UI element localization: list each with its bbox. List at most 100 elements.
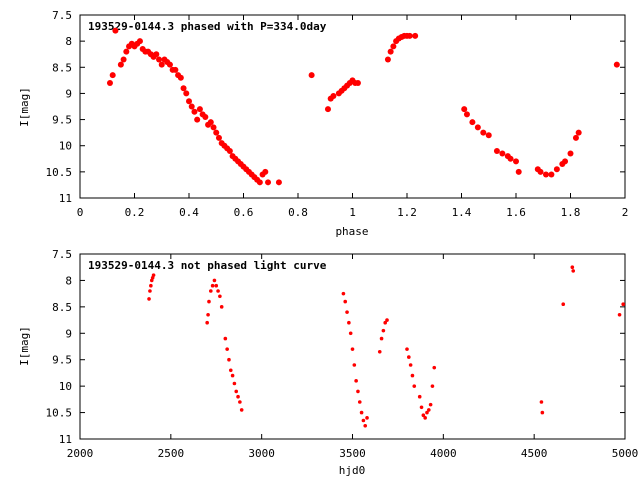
- data-point: [228, 368, 233, 373]
- y-axis-label: I[mag]: [18, 87, 31, 127]
- data-point: [430, 384, 435, 388]
- data-point: [186, 98, 192, 105]
- data-point: [379, 336, 384, 341]
- y-tick-label: 10: [59, 140, 72, 153]
- data-point: [356, 389, 360, 394]
- x-tick-label: 0.2: [125, 206, 145, 219]
- y-tick-label: 8.5: [52, 61, 72, 74]
- data-point: [123, 48, 130, 55]
- data-point: [408, 363, 413, 367]
- x-tick-label: 1.8: [561, 206, 581, 219]
- unphased-light-curve-panel: 193529-0144.3 not phased light curve hjd…: [18, 248, 638, 477]
- data-point: [149, 283, 153, 288]
- data-point: [383, 320, 388, 325]
- data-point: [406, 32, 413, 39]
- x-axis-label: hjd0: [339, 464, 366, 477]
- data-point: [147, 297, 151, 301]
- data-point: [210, 283, 215, 288]
- data-point: [308, 72, 315, 79]
- data-point: [354, 379, 358, 383]
- data-point: [507, 155, 514, 162]
- data-point: [542, 171, 549, 178]
- data-point: [354, 79, 361, 86]
- y-tick-label: 9.5: [52, 114, 72, 127]
- data-point: [513, 158, 519, 165]
- data-point: [214, 283, 219, 288]
- data-point: [238, 400, 242, 404]
- data-point: [539, 400, 544, 404]
- x-tick-label: 2500: [158, 447, 185, 460]
- data-point: [423, 416, 427, 420]
- data-point: [499, 150, 506, 157]
- data-point: [151, 273, 156, 277]
- y-tick-label: 10.5: [46, 407, 73, 420]
- data-point: [410, 373, 415, 378]
- data-point: [207, 119, 214, 126]
- data-point: [345, 310, 349, 314]
- y-tick-label: 10: [59, 380, 72, 393]
- x-axis-label: phase: [335, 225, 368, 238]
- data-point: [180, 85, 187, 92]
- data-point: [136, 38, 143, 45]
- data-point: [363, 423, 368, 428]
- data-point: [218, 294, 222, 299]
- data-point: [570, 265, 575, 270]
- data-point: [352, 363, 357, 367]
- data-point: [348, 331, 353, 336]
- data-point: [275, 179, 282, 186]
- data-point: [359, 410, 364, 415]
- axis-ticks: 2000 2500 3000 3500 4000 4500 5000 7.5 8 8.5 9 9.5 1…: [46, 248, 639, 460]
- x-tick-label: 0.6: [234, 206, 254, 219]
- y-tick-label: 8.5: [52, 301, 72, 314]
- x-tick-label: 2: [622, 206, 629, 219]
- data-point: [232, 381, 237, 386]
- data-point: [215, 134, 222, 141]
- data-point: [120, 56, 127, 63]
- data-point: [262, 168, 269, 175]
- data-point: [117, 61, 124, 68]
- data-point: [172, 66, 179, 73]
- data-point: [461, 106, 468, 113]
- x-tick-label: 4500: [521, 447, 548, 460]
- y-tick-label: 8: [65, 274, 72, 287]
- data-point: [361, 418, 366, 423]
- data-point: [106, 79, 113, 86]
- data-point: [515, 168, 522, 175]
- data-point: [377, 349, 382, 354]
- y-tick-label: 11: [59, 433, 72, 446]
- data-point: [225, 347, 229, 351]
- data-point: [324, 106, 331, 113]
- data-point: [571, 269, 576, 273]
- x-tick-label: 1.6: [506, 206, 526, 219]
- data-point: [419, 405, 424, 410]
- data-point: [407, 355, 411, 359]
- data-point: [212, 278, 217, 283]
- y-tick-label: 8: [65, 35, 72, 48]
- data-point: [148, 289, 152, 293]
- x-tick-label: 3000: [248, 447, 275, 460]
- data-point: [548, 171, 555, 178]
- data-point: [213, 129, 220, 136]
- data-point: [227, 357, 231, 362]
- data-point: [384, 56, 391, 63]
- data-point: [463, 111, 470, 118]
- data-point: [341, 291, 346, 296]
- data-point: [347, 320, 351, 325]
- data-point: [537, 168, 544, 175]
- data-point: [207, 299, 211, 304]
- data-point: [421, 413, 426, 418]
- data-point: [205, 320, 209, 325]
- x-tick-label: 4000: [430, 447, 457, 460]
- data-point: [188, 103, 195, 110]
- data-point: [357, 400, 362, 404]
- data-point: [216, 289, 220, 293]
- data-point: [223, 336, 228, 341]
- data-point: [196, 106, 203, 113]
- x-tick-label: 0: [77, 206, 84, 219]
- data-point: [236, 394, 240, 399]
- y-tick-label: 11: [59, 192, 72, 205]
- y-axis-label: I[mag]: [18, 326, 31, 366]
- axis-ticks: 0 0.2 0.4 0.6 0.8 1 1.2 1.4 1.6 1.8 2 7.5 8 8.5 9 9.5 10…: [46, 9, 629, 219]
- data-point: [562, 158, 569, 165]
